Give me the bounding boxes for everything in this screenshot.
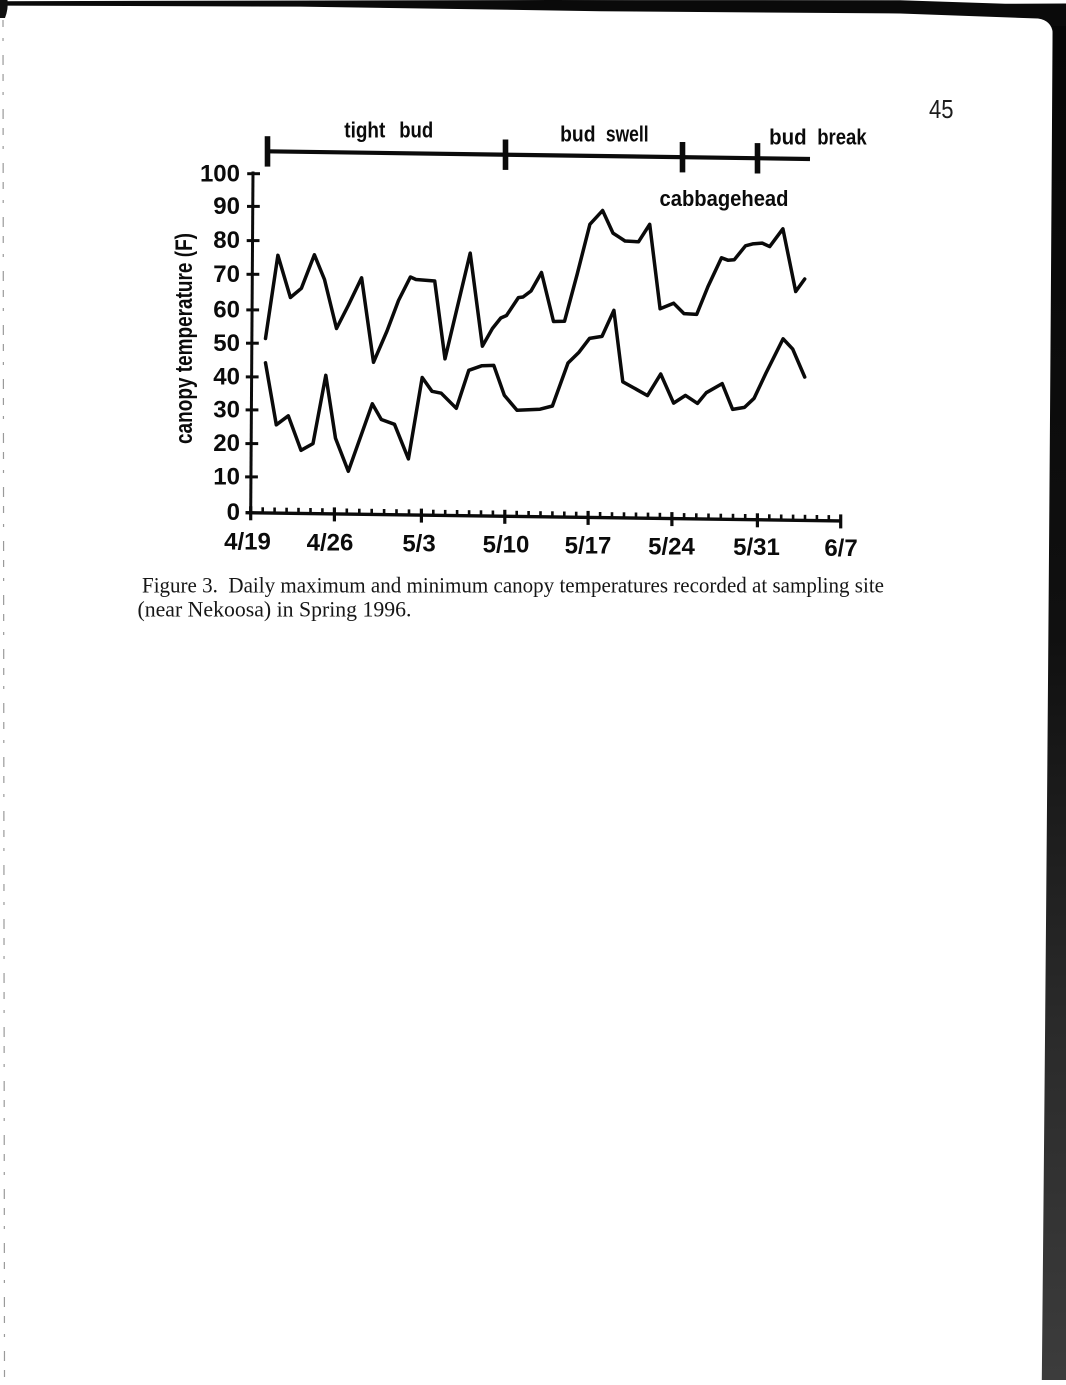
svg-text:bud: bud — [560, 122, 595, 147]
svg-text:70: 70 — [213, 261, 240, 288]
svg-text:60: 60 — [213, 297, 240, 324]
svg-text:canopy temperature (F): canopy temperature (F) — [171, 233, 198, 444]
svg-text:30: 30 — [213, 397, 240, 424]
svg-text:45: 45 — [929, 94, 954, 124]
svg-text:10: 10 — [213, 464, 240, 491]
svg-text:80: 80 — [213, 227, 240, 254]
svg-text:100: 100 — [200, 160, 240, 187]
svg-text:5/24: 5/24 — [648, 533, 695, 560]
svg-text:bud: bud — [399, 118, 433, 143]
svg-text:break: break — [817, 125, 867, 150]
svg-text:tight: tight — [344, 118, 385, 143]
svg-text:4/26: 4/26 — [307, 530, 354, 557]
svg-text:40: 40 — [213, 364, 240, 391]
svg-text:50: 50 — [213, 330, 240, 357]
svg-text:(near Nekoosa) in Spring 1996.: (near Nekoosa) in Spring 1996. — [138, 597, 412, 622]
svg-text:cabbagehead: cabbagehead — [660, 186, 789, 211]
svg-text:5/3: 5/3 — [402, 531, 435, 558]
svg-text:90: 90 — [213, 193, 240, 220]
svg-text:Figure 3. Daily maximum and m: Figure 3. Daily maximum and minimum cano… — [142, 573, 884, 598]
svg-text:20: 20 — [213, 430, 240, 457]
svg-text:4/19: 4/19 — [224, 529, 271, 556]
svg-text:swell: swell — [606, 122, 649, 147]
svg-text:bud: bud — [769, 125, 807, 150]
svg-text:5/31: 5/31 — [733, 534, 780, 561]
svg-text:5/10: 5/10 — [483, 532, 530, 559]
svg-text:0: 0 — [227, 499, 240, 526]
svg-text:6/7: 6/7 — [824, 535, 857, 562]
svg-text:5/17: 5/17 — [565, 532, 612, 559]
